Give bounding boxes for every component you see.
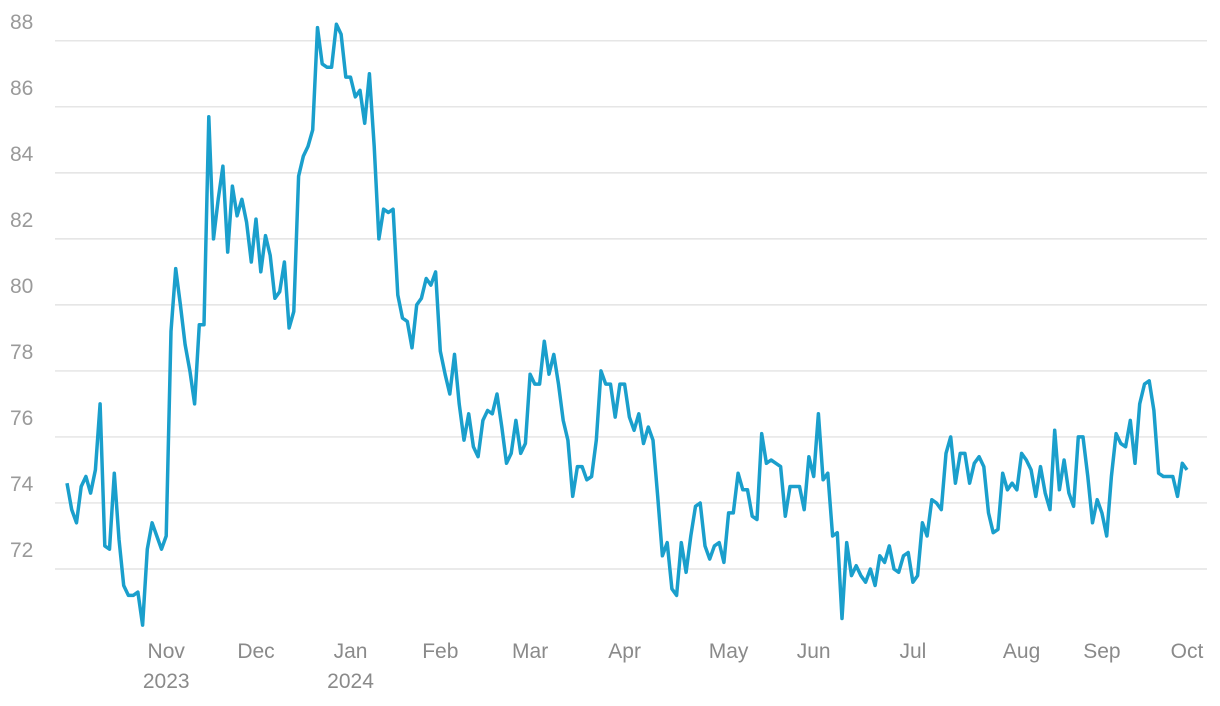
y-tick-label: 86	[10, 76, 34, 100]
x-tick-label: Dec	[237, 640, 275, 663]
x-tick-label: Aug	[1002, 640, 1041, 663]
x-tick-label: Jul	[899, 640, 927, 663]
x-tick-label: Nov 2023	[142, 640, 190, 693]
x-tick-label: Jun	[796, 640, 831, 663]
x-tick-label: Mar	[512, 640, 549, 663]
y-tick-label: 80	[10, 274, 34, 298]
y-tick-label: 82	[10, 208, 34, 232]
y-tick-label: 84	[10, 142, 34, 166]
y-tick-label: 88	[10, 10, 34, 34]
price-line	[65, 22, 1189, 627]
x-tick-label: Sep	[1083, 640, 1121, 663]
y-tick-label: 76	[10, 406, 34, 430]
y-tick-label: 78	[10, 340, 34, 364]
x-tick-label: May	[708, 640, 749, 663]
x-tick-label: Oct	[1170, 640, 1204, 663]
y-tick-label: 74	[10, 472, 34, 496]
x-tick-label: Apr	[608, 640, 641, 663]
y-tick-label: 72	[10, 538, 34, 562]
x-tick-label: Jan 2024	[327, 640, 374, 693]
x-tick-label: Feb	[422, 640, 459, 663]
